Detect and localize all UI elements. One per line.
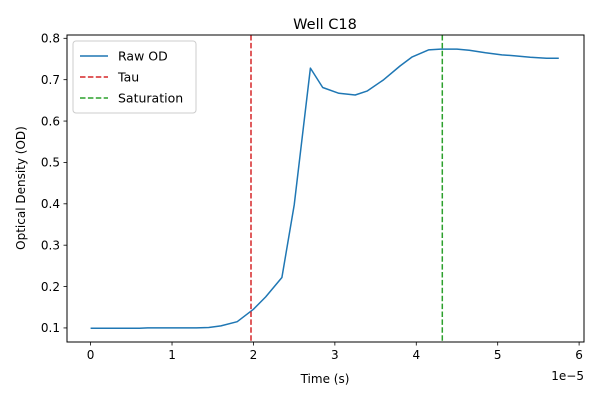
series-line-0 (90, 48, 559, 330)
x-tick-label: 6 (575, 348, 583, 362)
legend-label-raw-od: Raw OD (118, 49, 168, 64)
y-tick-label: 0.6 (41, 114, 60, 128)
legend: Raw OD Tau Saturation (72, 40, 197, 114)
legend-label-tau: Tau (117, 70, 139, 85)
y-tick-label: 0.7 (41, 73, 60, 87)
x-axis-scale-label: 1e−5 (551, 369, 584, 383)
plot-frame (66, 34, 585, 343)
y-tick-label: 0.3 (41, 238, 60, 252)
legend-box (72, 40, 197, 114)
y-tick-label: 0.8 (41, 32, 60, 46)
x-axis-label: Time (s) (300, 372, 350, 386)
chart-title: Well C18 (293, 17, 357, 33)
plot-area (90, 35, 559, 342)
x-tick-label: 1 (168, 348, 176, 362)
y-tick-label: 0.1 (41, 321, 60, 335)
legend-label-saturation: Saturation (118, 91, 183, 106)
y-tick-label: 0.4 (41, 197, 60, 211)
x-tick-label: 3 (331, 348, 339, 362)
x-tick-label: 2 (250, 348, 258, 362)
y-tick-label: 0.2 (41, 280, 60, 294)
x-tick-label: 0 (87, 348, 95, 362)
x-tick-label: 4 (412, 348, 420, 362)
x-tick-label: 5 (494, 348, 502, 362)
y-axis-label: Optical Density (OD) (14, 126, 28, 250)
y-tick-label: 0.5 (41, 156, 60, 170)
axis-ticks: 0 1 2 3 4 5 6 0.1 0.2 0.3 0.4 0.5 0.6 0.7 0.8 (41, 32, 583, 362)
